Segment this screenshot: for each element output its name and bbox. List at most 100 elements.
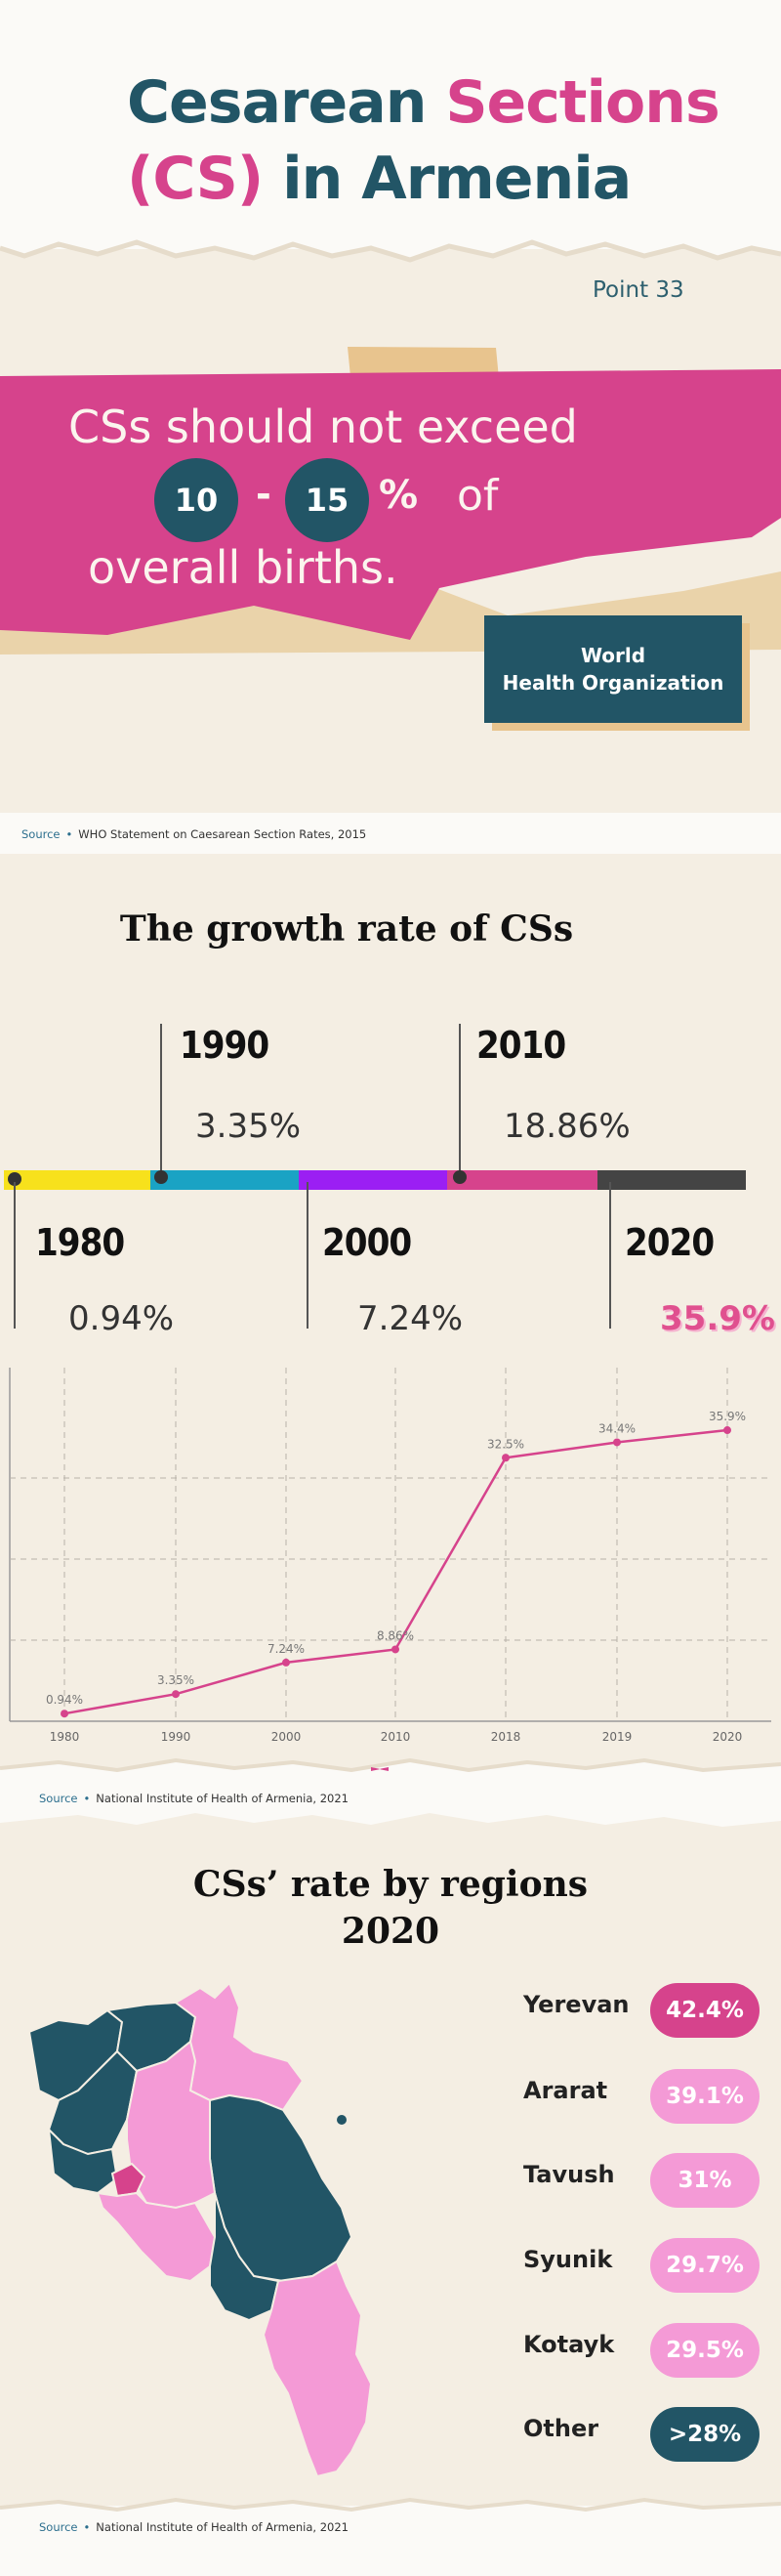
timeline-dot-1980	[8, 1172, 21, 1186]
milestone-year-1990: 1990	[180, 1024, 269, 1067]
x-tick-label: 1980	[50, 1730, 80, 1744]
point-label: Point 33	[593, 277, 684, 303]
who-label-box: World Health Organization	[484, 615, 742, 723]
timeline-segment-2010	[447, 1170, 597, 1190]
data-point	[723, 1426, 731, 1435]
armenia-region-map	[27, 1983, 373, 2478]
banner-percent: %	[379, 473, 419, 518]
who-line1: World	[580, 644, 646, 667]
map-region-vayots-dzor	[209, 2192, 280, 2322]
source-text: WHO Statement on Caesarean Section Rates…	[78, 827, 367, 841]
banner-of: of	[457, 471, 499, 521]
torn-paper-edge-3	[0, 2497, 781, 2515]
regions-section-title: CSs’ rate by regions 2020	[0, 1861, 781, 1955]
region-name-ararat: Ararat	[523, 2077, 608, 2104]
timeline-dot-1990	[154, 1170, 168, 1184]
source-strip-3	[0, 2506, 781, 2576]
source-note-3: Source • National Institute of Health of A…	[39, 2520, 349, 2534]
source-strip-1	[0, 813, 781, 854]
title-word-sections: Sections	[445, 68, 719, 137]
timeline-stem-2010	[459, 1024, 461, 1176]
region-pill-ararat: 39.1%	[650, 2069, 760, 2124]
banner-number-low: 10	[154, 458, 238, 542]
region-name-yerevan: Yerevan	[523, 1991, 630, 2018]
region-pill-syunik: 29.7%	[650, 2238, 760, 2293]
title-word-in-armenia: in Armenia	[282, 145, 632, 213]
data-label: 3.35%	[157, 1673, 194, 1687]
title-word-cs: (CS)	[127, 145, 264, 213]
source-note-1: Source • WHO Statement on Caesarean Sectio…	[21, 827, 367, 841]
regions-title-line1: CSs’ rate by regions	[192, 1864, 589, 1905]
map-region-tavush	[174, 1983, 305, 2112]
region-pill-tavush: 31%	[650, 2153, 760, 2208]
timeline-segment-2020	[597, 1170, 746, 1190]
data-point	[172, 1690, 180, 1699]
region-pill-yerevan: 42.4%	[650, 1983, 760, 2038]
data-point	[391, 1645, 399, 1654]
milestone-year-2020: 2020	[625, 1221, 715, 1264]
timeline-stem-2020	[609, 1182, 611, 1329]
region-pill-kotayk: 29.5%	[650, 2323, 760, 2378]
who-line2: Health Organization	[502, 671, 724, 695]
header-panel	[0, 0, 781, 249]
milestone-value-1980: 0.94%	[68, 1299, 175, 1338]
source-text: National Institute of Health of Armenia,…	[96, 2520, 349, 2534]
map-region-yerevan	[110, 2162, 146, 2198]
milestone-value-1990: 3.35%	[195, 1107, 302, 1146]
region-name-syunik: Syunik	[523, 2246, 613, 2273]
data-point	[613, 1438, 621, 1447]
timeline-stem-1990	[160, 1024, 162, 1176]
growth-section-title: The growth rate of CSs	[119, 908, 574, 950]
x-tick-label: 2019	[602, 1730, 633, 1744]
source-label: Source	[21, 827, 61, 841]
milestone-value-2000: 7.24%	[357, 1299, 464, 1338]
timeline-segment-2000	[299, 1170, 447, 1190]
regions-title-line2: 2020	[341, 1911, 440, 1952]
map-enclave	[337, 2115, 347, 2125]
milestone-year-1980: 1980	[35, 1221, 125, 1264]
x-tick-label: 2020	[713, 1730, 743, 1744]
data-point	[282, 1658, 290, 1667]
data-label: 35.9%	[709, 1410, 746, 1423]
region-name-other: Other	[523, 2415, 599, 2442]
source-label: Source	[39, 2520, 78, 2534]
x-tick-label: 2010	[381, 1730, 411, 1744]
data-point	[61, 1710, 68, 1718]
page-title-line2: (CS) in Armenia	[127, 145, 632, 213]
timeline-segment-1980	[4, 1170, 150, 1190]
banner-line3: overall births.	[88, 541, 398, 594]
region-name-kotayk: Kotayk	[523, 2331, 615, 2358]
banner-line1: CSs should not exceed	[68, 401, 578, 453]
timeline-dot-2010	[453, 1170, 467, 1184]
title-word-cesarean: Cesarean	[127, 68, 427, 137]
milestone-value-2010: 18.86%	[504, 1107, 631, 1146]
x-tick-label: 1990	[161, 1730, 191, 1744]
region-pill-other: >28%	[650, 2407, 760, 2462]
banner-dash: -	[256, 473, 271, 516]
data-label: 34.4%	[598, 1421, 636, 1435]
source-text: National Institute of Health of Armenia,…	[96, 1792, 349, 1805]
region-name-tavush: Tavush	[523, 2161, 615, 2188]
growth-line-chart: 1980 1990 2000 2010 2018 2019 2020 0.94% 3.35% 7.…	[9, 1368, 771, 1744]
torn-paper-strip-2	[0, 1758, 781, 1827]
timeline-stem-1980	[14, 1182, 16, 1329]
timeline-segment-1990	[150, 1170, 299, 1190]
x-tick-label: 2000	[271, 1730, 302, 1744]
data-label: 7.24%	[267, 1642, 305, 1656]
torn-paper-edge	[0, 231, 781, 263]
timeline-stem-2000	[307, 1182, 308, 1329]
data-label: 8.86%	[377, 1628, 414, 1642]
x-tick-label: 2018	[491, 1730, 521, 1744]
milestone-year-2000: 2000	[322, 1221, 412, 1264]
page-title-line1: Cesarean Sections	[127, 68, 720, 137]
data-point	[502, 1454, 510, 1462]
milestone-value-2020: 35.9%	[660, 1299, 775, 1338]
map-region-syunik	[262, 2259, 373, 2478]
source-label: Source	[39, 1792, 78, 1805]
map-region-ararat	[96, 2191, 217, 2283]
milestone-year-2010: 2010	[476, 1024, 566, 1067]
data-label: 32.5%	[487, 1437, 524, 1451]
source-note-2: Source • National Institute of Health of A…	[39, 1792, 349, 1805]
banner-number-high: 15	[285, 458, 369, 542]
data-label: 0.94%	[46, 1693, 83, 1707]
